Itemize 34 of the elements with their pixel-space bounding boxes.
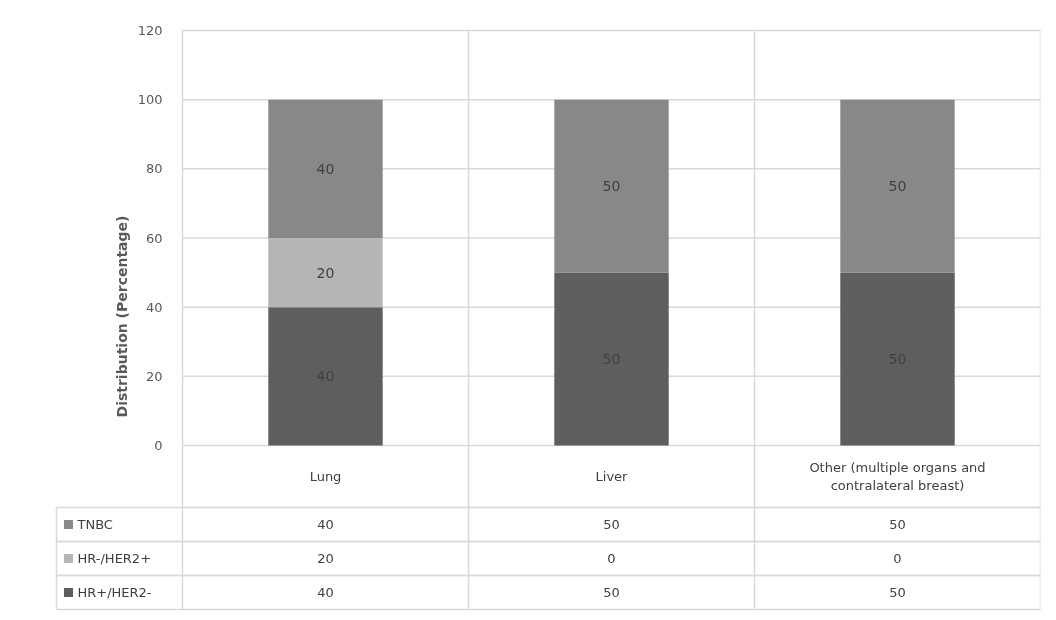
data-label: 50 <box>889 585 906 600</box>
data-label: 50 <box>603 517 620 532</box>
y-tick-label: 0 <box>154 438 163 453</box>
data-label: 50 <box>889 517 906 532</box>
legend-label: HR-/HER2+ <box>77 551 152 566</box>
data-label: 0 <box>607 551 616 566</box>
bar <box>840 99 955 273</box>
y-tick-label: 60 <box>145 230 163 246</box>
data-label: 40 <box>317 585 334 600</box>
y-axis-title: Distribution (Percentage) <box>113 215 130 418</box>
x-tick-label: Other (multiple organs and contralateral breast) <box>809 460 986 493</box>
x-tick-label: Liver <box>595 469 629 484</box>
text: 20 <box>316 264 335 281</box>
data-label: 50 <box>603 585 620 600</box>
y-tick-label: 120 <box>137 23 163 38</box>
text: 40 <box>316 160 335 177</box>
data-label: 0 <box>893 551 902 566</box>
y-tick-label: 80 <box>145 161 163 177</box>
data-label: 40 <box>317 517 334 532</box>
bar <box>268 99 383 238</box>
bar <box>840 272 955 446</box>
y-tick-label: 40 <box>145 299 163 315</box>
text: 50 <box>602 178 621 195</box>
bar <box>268 307 383 446</box>
legend-label: HR+/HER2- <box>77 585 152 600</box>
text: 50 <box>888 178 907 195</box>
y-tick-label: 100 <box>137 92 163 108</box>
y-tick-label: 20 <box>145 368 163 384</box>
x-tick-label: Lung <box>309 469 342 484</box>
data-label: 20 <box>317 551 334 566</box>
bar <box>268 238 383 308</box>
legend-label: TNBC <box>76 517 113 532</box>
bar <box>554 99 669 273</box>
bar <box>554 272 669 446</box>
